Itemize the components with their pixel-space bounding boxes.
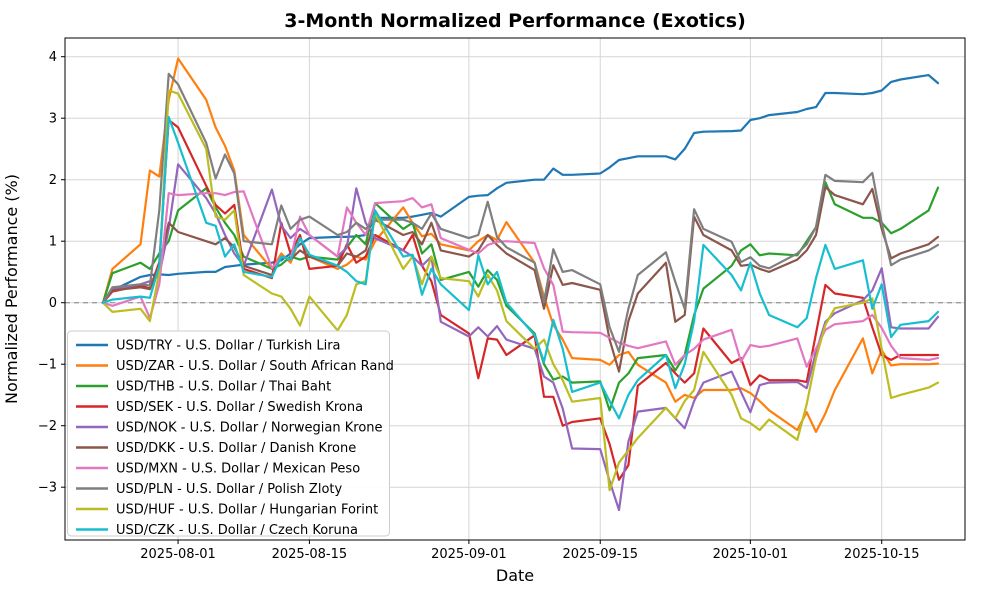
series-line-usd-try [101, 73, 940, 304]
x-tick-label: 2025-10-01 [713, 547, 789, 562]
plot-border [64, 37, 966, 541]
legend-item-label: USD/PLN - U.S. Dollar / Polish Zloty [116, 482, 342, 497]
legend-item: USD/PLN - U.S. Dollar / Polish Zloty [76, 482, 342, 497]
series-line-usd-czk [101, 115, 940, 420]
legend-item: USD/CZK - U.S. Dollar / Czech Koruna [76, 523, 358, 538]
y-tick-label: 3 [49, 112, 57, 127]
legend-item-label: USD/THB - U.S. Dollar / Thai Baht [116, 380, 331, 395]
chart-title: 3-Month Normalized Performance (Exotics) [284, 10, 746, 32]
series-line-usd-huf [101, 89, 940, 492]
series-lines [101, 57, 940, 512]
x-tick-label: 2025-09-15 [562, 547, 638, 562]
y-tick-label: −3 [38, 481, 57, 496]
y-tick-label: −2 [38, 419, 57, 434]
legend-item-label: USD/SEK - U.S. Dollar / Swedish Krona [116, 400, 363, 415]
legend-item-label: USD/CZK - U.S. Dollar / Czech Koruna [116, 523, 358, 538]
legend-item: USD/THB - U.S. Dollar / Thai Baht [76, 380, 331, 395]
y-tick-label: 4 [49, 50, 57, 65]
legend-item: USD/DKK - U.S. Dollar / Danish Krone [76, 441, 356, 456]
legend-item-label: USD/NOK - U.S. Dollar / Norwegian Krone [116, 421, 383, 436]
legend-item: USD/ZAR - U.S. Dollar / South African Ra… [76, 359, 394, 374]
legend-item-label: USD/DKK - U.S. Dollar / Danish Krone [116, 441, 356, 456]
series-line-usd-mxn [101, 190, 940, 368]
series-line-usd-pln [101, 72, 940, 353]
axis-ticks [61, 56, 883, 544]
legend-item: USD/MXN - U.S. Dollar / Mexican Peso [76, 462, 360, 477]
x-tick-label: 2025-08-15 [272, 547, 348, 562]
axis-tick-labels: 2025-08-01 2025-08-15 2025-09-01 2025-09-15… [38, 50, 920, 562]
legend: USD/TRY - U.S. Dollar / Turkish Lira USD/… [67, 330, 394, 538]
legend-item-label: USD/ZAR - U.S. Dollar / South African Ra… [116, 359, 394, 374]
x-tick-label: 2025-08-01 [140, 547, 216, 562]
legend-item-label: USD/MXN - U.S. Dollar / Mexican Peso [116, 462, 360, 477]
x-axis-label: Date [496, 566, 534, 585]
legend-item-label: USD/HUF - U.S. Dollar / Hungarian Forint [116, 503, 378, 518]
legend-item: USD/NOK - U.S. Dollar / Norwegian Krone [76, 421, 383, 436]
legend-box [67, 330, 390, 537]
legend-item: USD/HUF - U.S. Dollar / Hungarian Forint [76, 503, 378, 518]
legend-item: USD/SEK - U.S. Dollar / Swedish Krona [76, 400, 363, 415]
y-tick-label: 1 [49, 235, 57, 250]
y-tick-label: 0 [49, 296, 57, 311]
y-tick-label: 2 [49, 173, 57, 188]
y-axis-label: Normalized Performance (%) [2, 174, 21, 404]
x-tick-label: 2025-09-01 [431, 547, 507, 562]
y-tick-label: −1 [38, 358, 57, 373]
x-tick-label: 2025-10-15 [844, 547, 920, 562]
legend-item-label: USD/TRY - U.S. Dollar / Turkish Lira [116, 339, 341, 354]
legend-item: USD/TRY - U.S. Dollar / Turkish Lira [76, 339, 341, 354]
